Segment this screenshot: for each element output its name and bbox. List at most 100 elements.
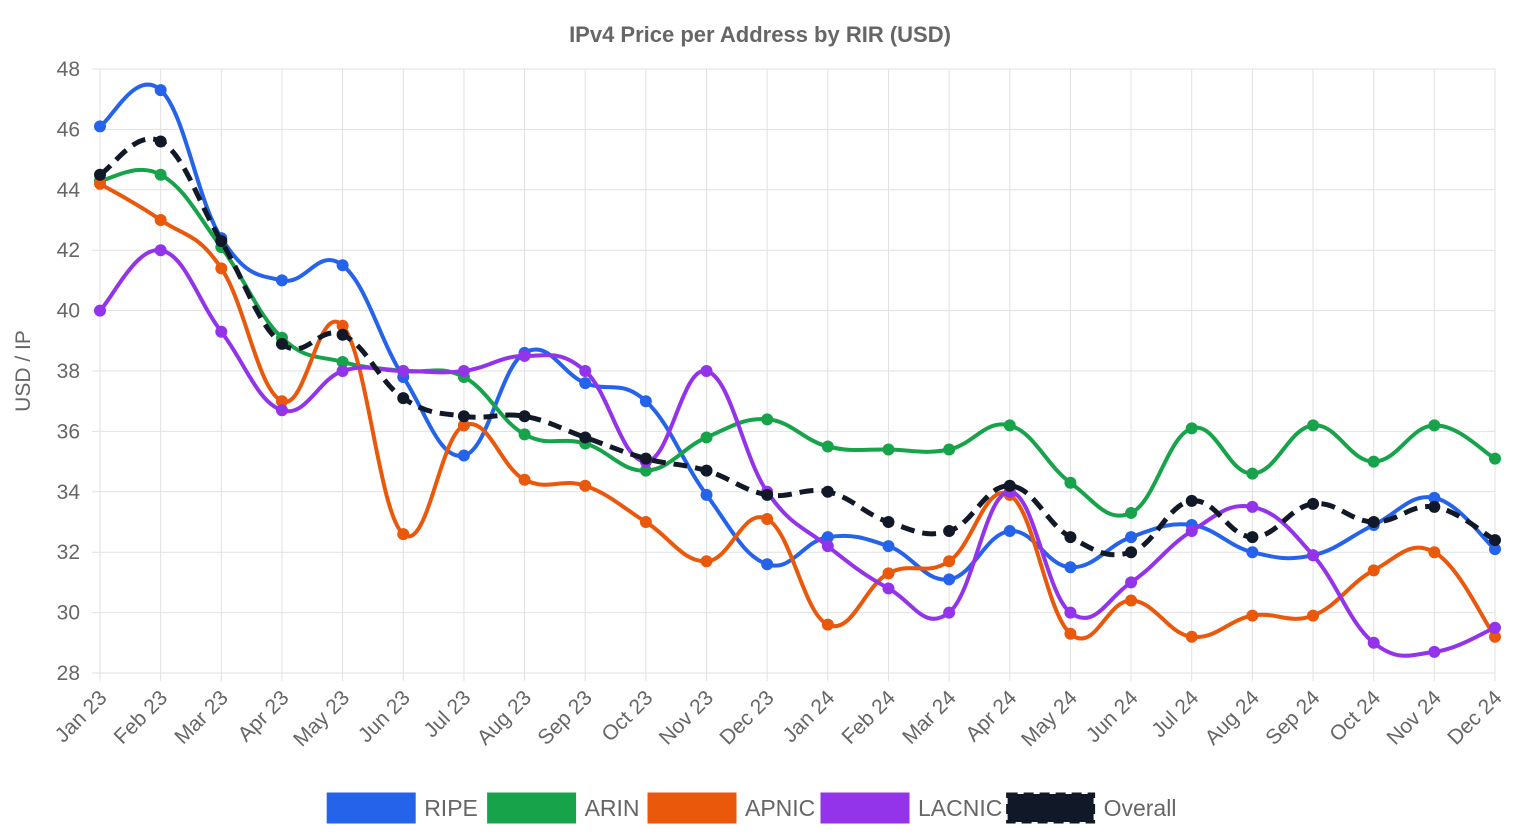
data-point-overall[interactable] bbox=[1125, 546, 1138, 559]
data-point-arin[interactable] bbox=[1367, 455, 1380, 468]
data-point-overall[interactable] bbox=[1428, 500, 1441, 513]
data-point-overall[interactable] bbox=[215, 235, 228, 248]
data-point-apnic[interactable] bbox=[154, 214, 167, 226]
data-point-overall[interactable] bbox=[397, 392, 410, 405]
data-point-apnic[interactable] bbox=[579, 479, 592, 492]
data-point-overall[interactable] bbox=[579, 431, 592, 444]
data-point-overall[interactable] bbox=[1003, 479, 1016, 492]
data-point-ripe[interactable] bbox=[154, 84, 167, 97]
data-point-apnic[interactable] bbox=[639, 516, 652, 528]
data-point-apnic[interactable] bbox=[1307, 609, 1320, 622]
data-point-arin[interactable] bbox=[639, 464, 652, 477]
data-point-apnic[interactable] bbox=[1246, 609, 1259, 622]
data-point-ripe[interactable] bbox=[94, 120, 106, 133]
data-point-lacnic[interactable] bbox=[518, 349, 531, 362]
data-point-lacnic[interactable] bbox=[275, 404, 288, 417]
data-point-ripe[interactable] bbox=[579, 377, 592, 390]
data-point-lacnic[interactable] bbox=[1125, 576, 1138, 589]
data-point-ripe[interactable] bbox=[1489, 543, 1501, 556]
data-point-overall[interactable] bbox=[1185, 494, 1198, 507]
data-point-arin[interactable] bbox=[761, 413, 774, 426]
data-point-arin[interactable] bbox=[336, 355, 349, 368]
data-point-lacnic[interactable] bbox=[1185, 525, 1198, 538]
data-point-overall[interactable] bbox=[1246, 531, 1259, 544]
data-point-apnic[interactable] bbox=[457, 419, 470, 432]
data-point-lacnic[interactable] bbox=[1246, 500, 1259, 513]
data-point-arin[interactable] bbox=[700, 431, 713, 444]
data-point-overall[interactable] bbox=[1489, 534, 1501, 547]
data-point-overall[interactable] bbox=[639, 452, 652, 465]
data-point-arin[interactable] bbox=[1307, 419, 1320, 432]
data-point-ripe[interactable] bbox=[639, 395, 652, 408]
data-point-apnic[interactable] bbox=[821, 618, 834, 631]
data-point-apnic[interactable] bbox=[1185, 630, 1198, 643]
data-point-lacnic[interactable] bbox=[1064, 606, 1077, 619]
data-point-ripe[interactable] bbox=[1064, 561, 1077, 574]
data-point-ripe[interactable] bbox=[1246, 546, 1259, 559]
data-point-arin[interactable] bbox=[1428, 419, 1441, 432]
data-point-lacnic[interactable] bbox=[1489, 621, 1501, 634]
data-point-lacnic[interactable] bbox=[336, 365, 349, 377]
data-point-arin[interactable] bbox=[154, 168, 167, 181]
data-point-arin[interactable] bbox=[1246, 467, 1259, 480]
data-point-apnic[interactable] bbox=[336, 319, 349, 332]
data-point-lacnic[interactable] bbox=[882, 582, 895, 595]
data-point-lacnic[interactable] bbox=[215, 325, 228, 338]
data-point-arin[interactable] bbox=[1064, 476, 1077, 489]
legend-item-lacnic[interactable]: LACNIC bbox=[820, 792, 1002, 824]
data-point-overall[interactable] bbox=[1064, 531, 1077, 544]
data-point-overall[interactable] bbox=[457, 410, 470, 423]
data-point-arin[interactable] bbox=[1125, 506, 1138, 519]
data-point-arin[interactable] bbox=[943, 443, 956, 456]
data-point-apnic[interactable] bbox=[1125, 594, 1138, 607]
data-point-ripe[interactable] bbox=[700, 488, 713, 501]
data-point-lacnic[interactable] bbox=[1367, 636, 1380, 649]
data-point-lacnic[interactable] bbox=[94, 304, 106, 317]
data-point-overall[interactable] bbox=[94, 168, 106, 181]
data-point-lacnic[interactable] bbox=[821, 540, 834, 553]
data-point-apnic[interactable] bbox=[275, 395, 288, 408]
data-point-ripe[interactable] bbox=[761, 558, 774, 571]
legend-item-ripe[interactable]: RIPE bbox=[326, 792, 478, 824]
data-point-ripe[interactable] bbox=[1125, 531, 1138, 544]
data-point-overall[interactable] bbox=[700, 464, 713, 477]
data-point-apnic[interactable] bbox=[882, 567, 895, 580]
legend[interactable]: RIPE ARIN APNIC LACNIC Overall bbox=[326, 792, 1177, 824]
data-point-ripe[interactable] bbox=[457, 449, 470, 462]
data-point-lacnic[interactable] bbox=[579, 365, 592, 377]
legend-item-apnic[interactable]: APNIC bbox=[647, 792, 815, 824]
data-point-overall[interactable] bbox=[275, 337, 288, 350]
data-point-lacnic[interactable] bbox=[154, 244, 167, 257]
data-point-overall[interactable] bbox=[1367, 516, 1380, 528]
legend-item-arin[interactable]: ARIN bbox=[487, 792, 640, 824]
data-point-apnic[interactable] bbox=[397, 528, 410, 541]
data-point-arin[interactable] bbox=[1489, 452, 1501, 465]
data-point-lacnic[interactable] bbox=[1428, 645, 1441, 658]
data-point-overall[interactable] bbox=[943, 525, 956, 538]
data-point-apnic[interactable] bbox=[943, 555, 956, 568]
data-point-ripe[interactable] bbox=[1428, 491, 1441, 504]
data-point-apnic[interactable] bbox=[1064, 627, 1077, 640]
data-point-apnic[interactable] bbox=[1367, 564, 1380, 577]
legend-item-overall[interactable]: Overall bbox=[1006, 792, 1177, 824]
data-point-overall[interactable] bbox=[761, 488, 774, 501]
data-point-lacnic[interactable] bbox=[457, 365, 470, 377]
data-point-overall[interactable] bbox=[336, 328, 349, 341]
data-point-lacnic[interactable] bbox=[700, 365, 713, 377]
data-point-arin[interactable] bbox=[821, 440, 834, 453]
data-point-apnic[interactable] bbox=[700, 555, 713, 568]
data-point-apnic[interactable] bbox=[761, 512, 774, 525]
data-point-overall[interactable] bbox=[1307, 497, 1320, 510]
data-point-apnic[interactable] bbox=[215, 262, 228, 275]
data-point-ripe[interactable] bbox=[882, 540, 895, 553]
data-point-apnic[interactable] bbox=[518, 473, 531, 486]
data-point-apnic[interactable] bbox=[94, 177, 106, 190]
data-point-apnic[interactable] bbox=[1489, 630, 1501, 643]
data-point-arin[interactable] bbox=[1003, 419, 1016, 432]
data-point-apnic[interactable] bbox=[1428, 546, 1441, 559]
data-point-ripe[interactable] bbox=[943, 573, 956, 586]
data-point-overall[interactable] bbox=[882, 516, 895, 528]
data-point-arin[interactable] bbox=[882, 443, 895, 456]
data-point-ripe[interactable] bbox=[821, 531, 834, 544]
data-point-lacnic[interactable] bbox=[397, 365, 410, 377]
